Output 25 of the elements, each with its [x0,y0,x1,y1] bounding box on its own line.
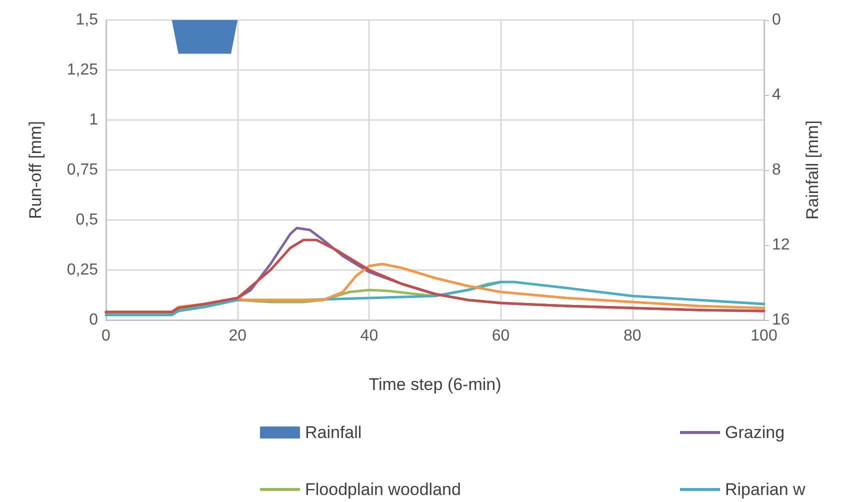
x-tick-label: 40 [360,328,378,344]
x-tick-label: 20 [228,328,247,344]
legend-label: Riparian w [725,480,806,499]
y2-tick-label: 12 [772,236,790,254]
y-tick-label: 0 [89,312,98,328]
y-tick-label: 0,75 [66,162,98,178]
x-tick-label: 100 [750,328,778,344]
y2-axis-title: Rainfall [mm] [803,120,822,220]
y-tick-label: 1,25 [66,62,98,78]
y2-tick-label: 0 [772,12,781,28]
legend-label: Grazing [725,423,785,442]
y-tick-label: 0,25 [66,262,98,278]
y2-tick-label: 8 [772,162,781,178]
y-tick-label: 1 [89,112,98,128]
y-tick-label: 1,5 [76,12,98,28]
x-tick-label: 60 [492,328,510,344]
x-tick-label: 80 [624,328,642,344]
x-axis-title: Time step (6-min) [368,375,502,394]
x-tick-label: 0 [102,328,111,344]
y-tick-label: 0,5 [76,212,98,228]
legend-label: Floodplain woodland [305,480,461,499]
y2-tick-label: 4 [772,86,781,104]
legend-label: Rainfall [305,423,362,442]
y-axis-title: Run-off [mm] [26,121,45,219]
y2-tick-label: 16 [772,312,790,328]
